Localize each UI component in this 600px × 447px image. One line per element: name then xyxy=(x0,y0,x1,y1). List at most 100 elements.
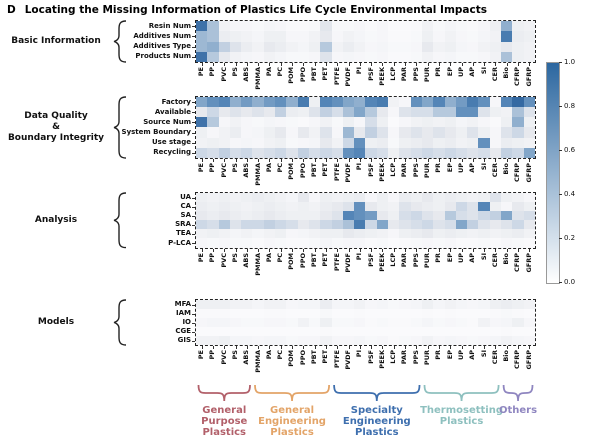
heatmap-cell xyxy=(331,309,343,318)
heatmap-cell xyxy=(376,229,389,239)
column-tick: PP xyxy=(207,350,218,381)
column-tick: PMMA xyxy=(253,163,264,194)
colorbar-tick-label: 0.2 xyxy=(564,233,576,242)
column-tick-label: PTFE xyxy=(332,252,341,271)
heatmap-cell xyxy=(241,117,253,128)
heatmap-cell xyxy=(342,147,355,158)
heatmap-cell xyxy=(320,220,332,230)
row-label: Source Num xyxy=(143,117,191,126)
column-tick: PC xyxy=(275,163,286,194)
x-tick xyxy=(246,248,248,252)
heatmap-cell xyxy=(376,97,389,108)
heatmap-cell xyxy=(241,309,253,318)
heatmap-cell xyxy=(342,97,355,108)
heatmap-cell xyxy=(376,220,389,230)
heatmap-cell xyxy=(229,107,242,118)
x-tick xyxy=(472,159,474,163)
heatmap-cell xyxy=(421,336,434,345)
heatmap-cell xyxy=(388,336,400,345)
column-tick-label: UP xyxy=(456,350,465,361)
heatmap-cell xyxy=(523,97,535,108)
heatmap-cell xyxy=(365,107,377,118)
heatmap-cell xyxy=(421,327,434,336)
row-label: Resin Num xyxy=(148,21,191,30)
heatmap-cell xyxy=(478,97,490,108)
heatmap-cell xyxy=(421,220,434,230)
heatmap-cell xyxy=(342,31,355,42)
x-tick xyxy=(382,63,384,66)
x-tick xyxy=(438,159,440,163)
heatmap-cell xyxy=(342,238,355,248)
heatmap-cell xyxy=(196,309,208,318)
heatmap-cell xyxy=(229,336,242,345)
x-tick xyxy=(235,248,237,252)
column-tick: PPS xyxy=(411,163,422,194)
heatmap-cell xyxy=(489,238,502,248)
heatmap-cell xyxy=(433,193,445,203)
heatmap-cell xyxy=(455,309,468,318)
column-tick: SI xyxy=(479,350,490,381)
row-label: Additives Type xyxy=(133,42,191,51)
heatmap-cell xyxy=(410,238,422,248)
heatmap-cell xyxy=(252,229,264,239)
y-tick xyxy=(192,313,195,315)
heatmap-cell xyxy=(241,211,253,221)
heatmap-cell xyxy=(218,220,230,230)
column-tick: Bio xyxy=(501,67,512,98)
heatmap-cell xyxy=(331,31,343,42)
heatmap-cell xyxy=(478,137,490,148)
column-tick-label: EP xyxy=(445,252,454,262)
column-tick: POM xyxy=(286,67,297,98)
heatmap-cell xyxy=(376,31,389,42)
heatmap-cell xyxy=(489,21,502,32)
heatmap-cell xyxy=(286,137,298,148)
heatmap-cell xyxy=(421,211,434,221)
column-tick-label: PS xyxy=(230,163,239,173)
heatmap-cell xyxy=(229,41,242,52)
x-tick xyxy=(201,63,203,66)
heatmap-cell xyxy=(421,41,434,52)
heatmap-cell xyxy=(444,97,456,108)
heatmap-cell xyxy=(467,327,479,336)
x-tick xyxy=(292,248,294,252)
y-tick xyxy=(192,215,195,217)
heatmap-cell xyxy=(286,21,298,32)
x-tick xyxy=(246,346,248,349)
heatmap-cell xyxy=(263,336,276,345)
section-title-line: Models xyxy=(37,317,75,327)
y-tick xyxy=(192,322,195,324)
x-tick xyxy=(201,159,203,163)
x-tick xyxy=(484,346,486,349)
column-tick-label: PVC xyxy=(219,252,228,268)
heatmap-cell xyxy=(252,137,264,148)
heatmap-cell xyxy=(297,41,309,52)
x-tick xyxy=(303,63,305,66)
group-brace xyxy=(333,384,421,402)
heatmap-cell xyxy=(489,202,502,212)
heatmap-cell xyxy=(354,117,366,128)
heatmap-cell xyxy=(489,193,502,203)
x-tick xyxy=(461,159,463,163)
heatmap-cell xyxy=(478,238,490,248)
column-tick-label: CER xyxy=(490,163,499,178)
heatmap-cell xyxy=(252,127,264,138)
x-tick xyxy=(461,346,463,349)
heatmap-cell xyxy=(275,202,287,212)
heatmap-cell xyxy=(331,193,343,203)
heatmap-cell xyxy=(297,107,309,118)
heatmap-cell xyxy=(241,137,253,148)
heatmap-cell xyxy=(286,97,298,108)
column-tick-label: PMMA xyxy=(253,163,262,186)
heatmap-cell xyxy=(444,211,456,221)
heatmap-cell xyxy=(399,31,411,42)
heatmap-cell xyxy=(467,41,479,52)
column-tick-label: PET xyxy=(321,163,330,177)
x-tick xyxy=(405,346,407,349)
section-title-basic-information: Basic Information xyxy=(0,36,112,47)
heatmap-cell xyxy=(365,220,377,230)
heatmap-cell xyxy=(501,137,513,148)
x-tick xyxy=(393,159,395,163)
section-title-line: Data Quality xyxy=(24,111,88,121)
x-tick xyxy=(472,248,474,252)
x-tick xyxy=(506,346,508,349)
